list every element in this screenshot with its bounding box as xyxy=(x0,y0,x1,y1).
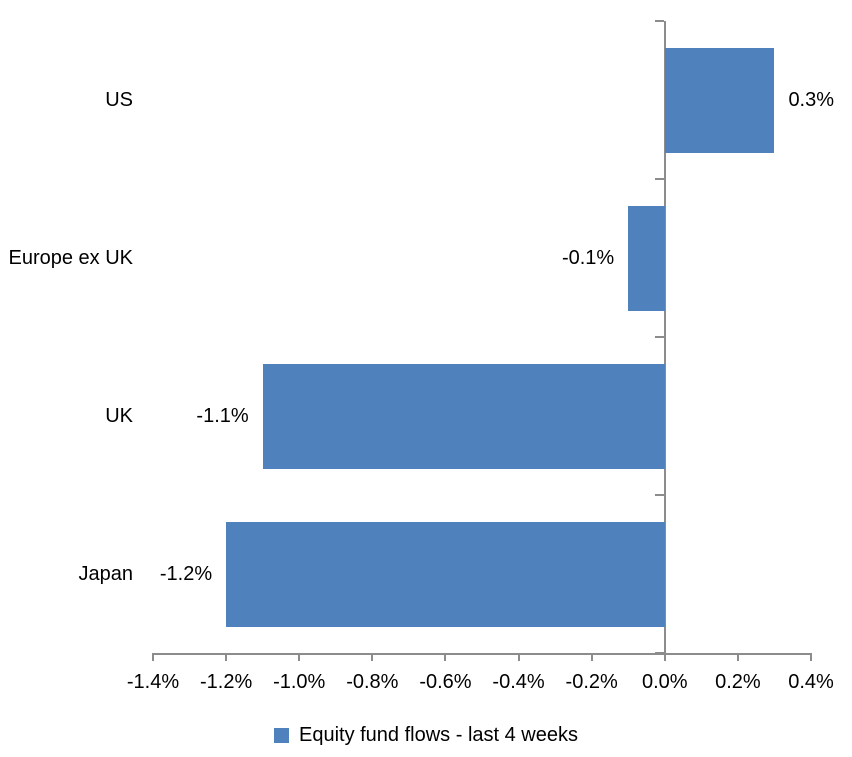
x-tick-mark xyxy=(444,653,447,661)
x-tick-label: -0.2% xyxy=(565,671,618,693)
x-tick-label: 0.2% xyxy=(715,671,761,693)
x-tick-mark xyxy=(590,653,593,661)
category-label: US xyxy=(105,89,133,111)
x-tick-label: 0.4% xyxy=(788,671,834,693)
data-label: -1.1% xyxy=(196,405,249,427)
category-label: Japan xyxy=(78,563,134,585)
bar-uk xyxy=(262,363,665,469)
category-tick-mark xyxy=(654,336,664,338)
x-tick-label: -0.4% xyxy=(492,671,545,693)
data-label: 0.3% xyxy=(788,89,835,111)
category-tick-mark xyxy=(654,20,664,22)
x-axis-line xyxy=(152,653,812,655)
x-tick-mark xyxy=(298,653,301,661)
zero-axis-line xyxy=(663,21,666,653)
bar-us xyxy=(664,47,775,153)
x-tick-mark xyxy=(736,653,739,661)
x-tick-mark xyxy=(152,653,154,661)
category-tick-mark xyxy=(654,494,664,496)
legend-series-label: Equity fund flows - last 4 weeks xyxy=(298,724,578,746)
x-tick-mark xyxy=(225,653,228,661)
x-tick-mark xyxy=(810,653,812,661)
x-tick-label: -0.6% xyxy=(419,671,472,693)
category-tick-mark xyxy=(654,178,664,180)
x-tick-label: -1.0% xyxy=(273,671,326,693)
x-tick-mark xyxy=(663,653,666,661)
bar-europe-ex-uk xyxy=(628,205,665,311)
x-tick-mark xyxy=(371,653,374,661)
legend: Equity fund flows - last 4 weeks xyxy=(0,720,852,750)
data-label: -1.2% xyxy=(159,563,213,585)
x-tick-label: -1.4% xyxy=(126,671,180,693)
bar-japan xyxy=(226,521,665,627)
x-tick-label: -0.8% xyxy=(346,671,399,693)
legend-swatch-icon xyxy=(273,727,289,743)
x-tick-mark xyxy=(517,653,520,661)
x-tick-label: -1.2% xyxy=(199,671,253,693)
category-label: UK xyxy=(105,405,133,427)
x-tick-label: 0.0% xyxy=(641,671,688,693)
category-label: Europe ex UK xyxy=(8,247,133,269)
data-label: -0.1% xyxy=(561,247,615,269)
